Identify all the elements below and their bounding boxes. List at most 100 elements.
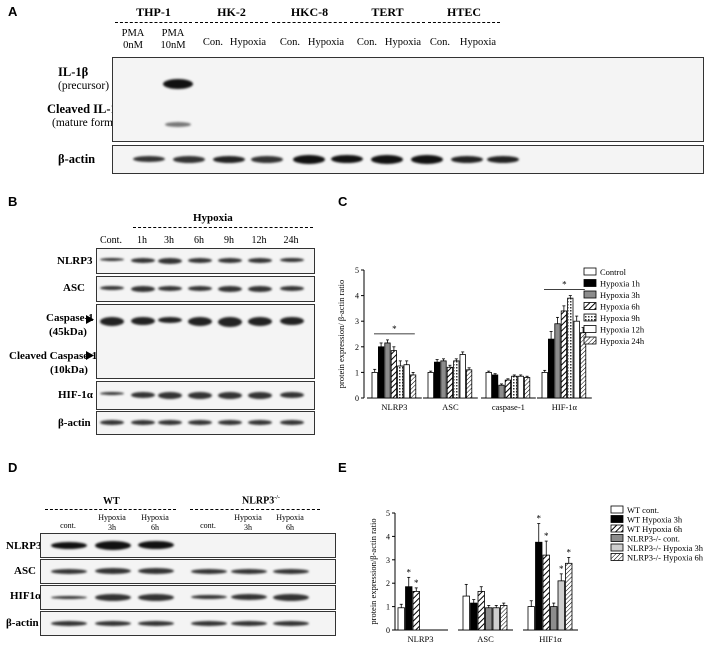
bandsB-hif-band-5	[248, 392, 272, 399]
ko-dashline	[190, 509, 320, 510]
significance-star: *	[392, 324, 397, 334]
bar-2-0	[527, 606, 535, 631]
cleaved-caspase1-label: Cleaved Caspase-1	[9, 350, 98, 362]
bandsD-hif-band-3	[191, 595, 227, 599]
actin-band-a-6	[371, 154, 403, 164]
asc-label-d: ASC	[14, 565, 37, 577]
significance-star: *	[407, 567, 412, 577]
legend-swatch-3	[583, 302, 597, 310]
group-header-0: THP-1	[136, 5, 171, 19]
bandsB-asc-band-3	[188, 286, 212, 291]
bandsB-hif-band-6	[280, 392, 304, 398]
lane-label-b-5: 12h	[251, 235, 267, 246]
caspase1-arrow	[86, 315, 94, 324]
bandsB-asc-band-2	[158, 286, 182, 291]
x-tick-label: NLRP3	[381, 402, 407, 412]
lane-label-a-3: Hypoxia	[229, 37, 267, 48]
bandsD-actin-band-5	[273, 620, 309, 626]
bandsB-hif-band-2	[158, 392, 182, 399]
legend-swatch-4	[583, 313, 597, 322]
bar-2-2	[542, 554, 550, 631]
significance-star: *	[544, 531, 549, 541]
bar-0-2	[384, 342, 391, 399]
bandsB-hif-band-4	[218, 392, 242, 399]
beta-actin-label-d: β-actin	[6, 617, 39, 629]
group-dashline-3	[350, 22, 425, 23]
il1b-band	[163, 79, 193, 89]
lane-label-a-1: PMA 10nM	[160, 28, 186, 52]
cleaved-caspase1-sublabel: (10kDa)	[50, 364, 88, 376]
bandsD-hif-band-5	[273, 593, 309, 601]
legend-swatch-2	[610, 524, 624, 533]
legend-swatch-3	[610, 534, 624, 542]
bandsB-casp-band-1	[131, 317, 155, 325]
x-tick-label: ASC	[477, 634, 494, 644]
bar-1-5	[500, 605, 508, 631]
bar-1-3	[446, 366, 453, 399]
wt-dashline	[45, 509, 176, 510]
significance-star: *	[567, 547, 572, 557]
lane-label-d-2: Hypoxia 6h	[141, 513, 169, 533]
x-tick-label: caspase-1	[492, 402, 525, 412]
bandsB-asc-band-1	[131, 286, 155, 292]
y-tick-label: 1	[386, 603, 390, 612]
bar-1-0	[462, 595, 470, 631]
bandsB-actin-band-2	[158, 420, 182, 425]
bar-2-6	[523, 377, 531, 399]
bar-2-1	[535, 541, 543, 631]
actin-band-a-5	[331, 155, 363, 163]
legend-label-5: NLRP3-/- Hypoxia 6h	[627, 553, 704, 563]
legend-label-5: Hypoxia 12h	[600, 325, 645, 335]
lane-label-d-0: cont.	[60, 521, 76, 530]
significance-star: *	[562, 280, 567, 290]
bar-0-4	[397, 365, 404, 399]
legend-label-0: Control	[600, 267, 627, 277]
y-tick-label: 2	[355, 343, 359, 352]
group-header-1: HK-2	[217, 5, 246, 19]
chart-c: 0 1 2 3 4 5 protein expression/ β-actin ratio N…	[336, 266, 645, 412]
bandsB-nlrp3-band-4	[218, 258, 242, 263]
group-header-4: HTEC	[446, 5, 481, 19]
bandsD-hif-band-4	[231, 594, 267, 600]
y-tick-label: 0	[386, 626, 390, 635]
bar-1-4	[453, 360, 460, 399]
legend-label-3: NLRP3-/- cont.	[627, 534, 680, 544]
bandsD-nlrp3-band-2	[138, 541, 174, 549]
bandsB-actin-band-4	[218, 420, 242, 425]
bandsD-asc-band-3	[191, 568, 227, 574]
bandsD-hif-band-0	[51, 595, 87, 599]
actin-band-a-9	[487, 155, 519, 163]
y-tick-label: 5	[386, 509, 390, 518]
significance-star: *	[559, 564, 564, 574]
actin-band-a-3	[251, 155, 283, 163]
hif1a-blot-d	[40, 585, 336, 610]
bandsD-hif-band-2	[138, 593, 174, 601]
legend-swatch-5	[583, 325, 597, 333]
bandsB-casp-band-3	[188, 317, 212, 326]
bandsB-actin-band-3	[188, 420, 212, 425]
bar-1-2	[477, 590, 485, 631]
bandsD-asc-band-5	[273, 568, 309, 574]
ko-header-sup: -/-	[274, 495, 280, 501]
lane-label-b-2: 3h	[164, 235, 174, 246]
bandsB-casp-band-4	[218, 317, 242, 327]
bar-1-2	[440, 360, 447, 399]
panel-label-c: C	[338, 194, 348, 209]
panel-label-b: B	[8, 194, 18, 209]
y-tick-label: 3	[355, 317, 359, 326]
actin-band-a-7	[411, 154, 443, 164]
bar-2-0	[485, 372, 492, 399]
beta-actin-label-b: β-actin	[58, 417, 91, 429]
bandsB-actin-band-5	[248, 420, 272, 425]
bar-0-6	[410, 374, 417, 399]
cleaved-il1b-sublabel: (mature form)	[52, 117, 117, 129]
group-dashline-1	[195, 22, 268, 23]
panel-label-d: D	[8, 460, 18, 475]
nlrp3-blot-d	[40, 533, 336, 558]
lane-label-a-7: Hypoxia	[384, 37, 422, 48]
y-tick-label: 3	[386, 556, 390, 565]
bandsB-casp-band-5	[248, 317, 272, 326]
legend-swatch-4	[610, 543, 624, 552]
bar-1-3	[485, 607, 493, 631]
lane-label-d-5: Hypoxia 6h	[276, 513, 304, 533]
